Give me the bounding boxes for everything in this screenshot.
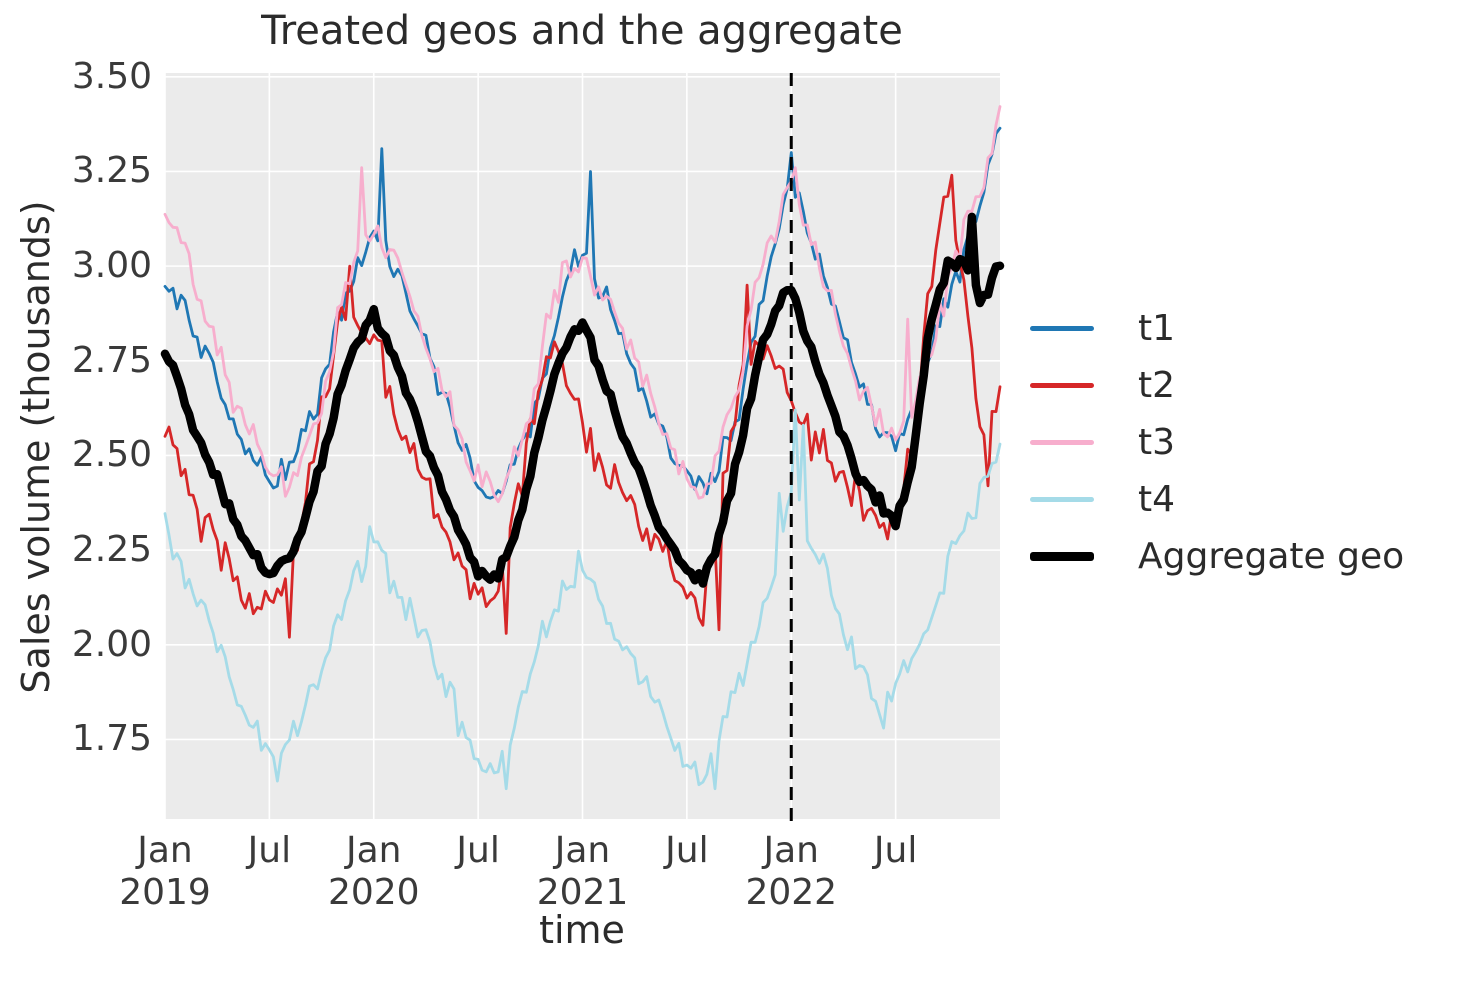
legend-swatch-t3 [1030,440,1094,445]
legend-swatch-t4 [1030,497,1094,502]
x-axis-label: time [539,908,625,952]
y-tick-label: 2.50 [71,434,152,476]
series-line-t1 [163,126,1002,500]
x-tick-label: Jul [247,830,292,871]
x-tick-label: Jul [665,830,709,871]
y-tick-label: 2.75 [71,339,152,381]
series-line-t4 [163,408,1002,791]
y-tick-label: 3.25 [71,150,152,192]
legend-label: t1 [1138,308,1176,349]
legend-label: Aggregate geo [1138,536,1405,577]
legend-label: t3 [1138,422,1176,463]
legend-item-t3: t3 [1030,414,1404,471]
y-tick-label: 3.50 [71,55,152,97]
x-tick-label: Jan 2022 [745,830,838,913]
legend-swatch-aggregate-geo [1030,552,1094,561]
y-tick-label: 1.75 [71,718,152,760]
x-tick-label: Jan 2020 [327,830,420,913]
legend-item-t1: t1 [1030,300,1404,357]
legend: t1 t2 t3 t4 Aggregate geo [1030,300,1404,585]
series-line-t3 [163,105,1002,504]
legend-item-t4: t4 [1030,471,1404,528]
legend-item-aggregate-geo: Aggregate geo [1030,528,1404,585]
y-tick-label: 2.25 [71,529,152,571]
y-tick-label: 3.00 [71,245,152,287]
legend-swatch-t2 [1030,383,1094,388]
legend-label: t2 [1138,365,1176,406]
x-tick-label: Jan 2019 [119,830,211,913]
x-tick-label: Jan 2021 [536,830,629,913]
x-tick-label: Jul [873,830,918,871]
x-tick-label: Jul [456,830,500,871]
legend-label: t4 [1138,479,1176,520]
legend-swatch-t1 [1030,326,1094,331]
legend-item-t2: t2 [1030,357,1404,414]
y-tick-label: 2.00 [71,623,152,665]
chart-title: Treated geos and the aggregate [261,8,903,54]
series-line-aggregate-geo [160,212,1005,588]
